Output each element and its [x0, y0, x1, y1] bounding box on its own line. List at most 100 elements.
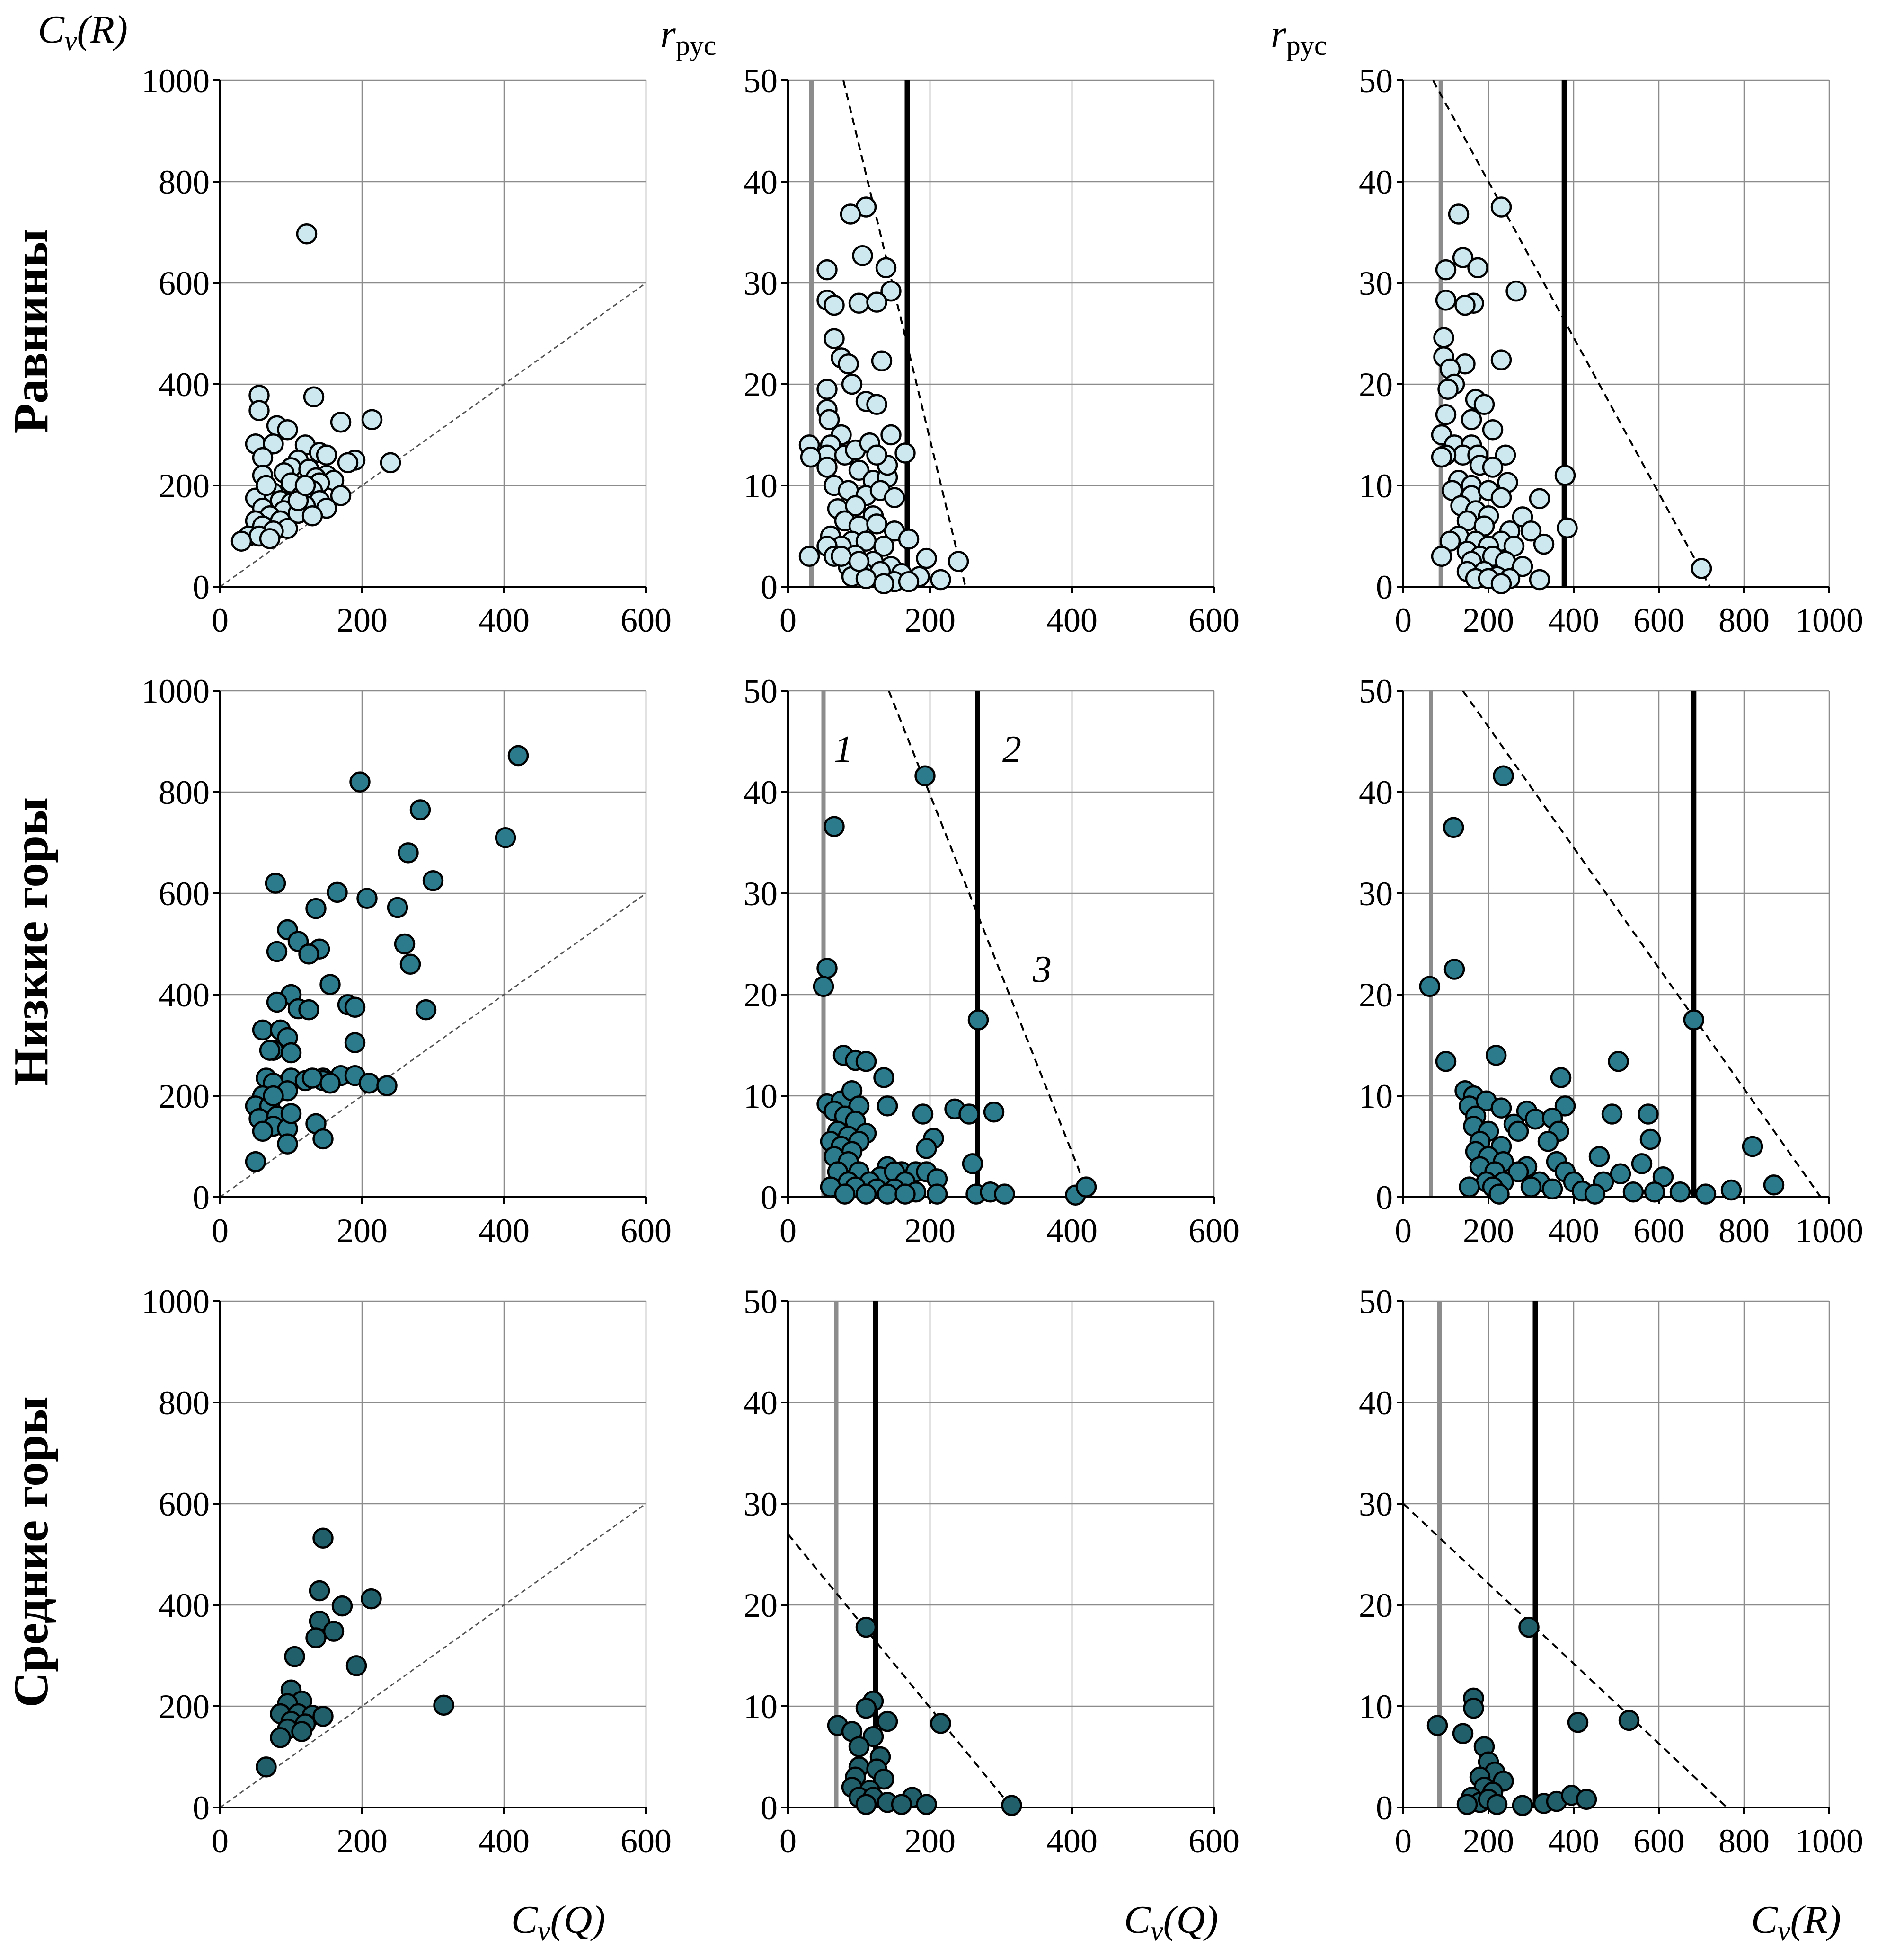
y-tick-label: 200: [159, 1077, 210, 1115]
data-point: [1518, 1616, 1540, 1638]
data-point: [1463, 1698, 1484, 1719]
data-point: [422, 870, 444, 891]
data-point: [1529, 488, 1550, 510]
data-point: [848, 1736, 870, 1757]
data-point: [284, 1646, 305, 1667]
data-point: [1443, 959, 1465, 980]
data-point: [1638, 1103, 1659, 1125]
data-point: [894, 1183, 916, 1205]
panel-r1c2: 0 10 20 30 40 50 0 200 400 600: [744, 62, 1240, 639]
data-point: [280, 1103, 302, 1124]
data-point: [409, 799, 431, 820]
data-point: [1520, 520, 1542, 542]
data-point: [344, 1032, 366, 1053]
data-point: [1495, 444, 1516, 466]
data-point: [298, 943, 319, 965]
data-point: [312, 1527, 334, 1549]
y-tick-label: 40: [1359, 163, 1393, 201]
data-point: [1541, 1178, 1563, 1200]
y-tick-label: 0: [193, 1789, 210, 1827]
x-tick-label: 600: [1188, 1822, 1240, 1860]
y-tick-label: 1000: [142, 62, 210, 100]
data-point: [399, 953, 421, 975]
data-point: [291, 1721, 312, 1742]
data-point: [1554, 465, 1576, 486]
panel-r3c2: 0 10 20 30 40 50 0 200 400 600: [744, 1283, 1240, 1860]
data-point: [1431, 546, 1452, 567]
data-point: [894, 442, 916, 464]
x-tick-label: 0: [1395, 1822, 1412, 1860]
data-point: [898, 571, 920, 592]
data-point: [1683, 1009, 1705, 1031]
data-point: [891, 1794, 912, 1815]
x-tick-label: 600: [620, 601, 672, 639]
y-tick-label: 10: [744, 1077, 778, 1115]
data-point: [245, 1151, 266, 1172]
data-point: [1435, 1050, 1457, 1072]
panel-r2c1: 0 200 400 600 800 1000 0 200 400 600: [142, 672, 672, 1250]
data-point: [1639, 1128, 1661, 1150]
annotation-2: 2: [1002, 729, 1021, 770]
y-tick-label: 10: [1359, 1077, 1393, 1115]
data-point: [296, 223, 318, 245]
data-point: [1742, 1136, 1763, 1157]
x-tick-label: 0: [779, 1822, 797, 1860]
data-point: [852, 245, 873, 266]
y-tick-label: 10: [744, 1688, 778, 1726]
x-tick-label: 0: [779, 1212, 797, 1250]
data-point: [873, 536, 894, 557]
y-tick-label: 50: [744, 1283, 778, 1321]
data-point: [1488, 1183, 1510, 1205]
data-point: [1567, 1711, 1589, 1733]
critical-line: [788, 1533, 1013, 1807]
row-label-2: Низкие горы: [4, 797, 58, 1086]
data-point: [1533, 533, 1555, 555]
y-tick-label: 1000: [142, 672, 210, 710]
data-point: [495, 827, 516, 848]
data-point: [309, 1580, 330, 1602]
y-tick-label: 0: [1376, 1789, 1393, 1827]
data-point: [387, 897, 408, 918]
x-tick-label: 200: [904, 1212, 956, 1250]
data-point: [277, 1133, 298, 1155]
data-point: [294, 475, 316, 496]
data-point: [855, 1794, 877, 1815]
data-point: [948, 551, 969, 572]
data-point: [1433, 327, 1454, 348]
y-tick-label: 50: [1359, 1283, 1393, 1321]
data-point: [345, 1655, 367, 1676]
data-point: [798, 546, 820, 567]
data-point: [1550, 1067, 1572, 1088]
data-point: [855, 568, 877, 590]
data-point: [358, 1073, 380, 1094]
data-point: [256, 475, 277, 496]
y-tick-label: 0: [761, 568, 778, 606]
data-point: [862, 1726, 884, 1747]
data-point: [840, 203, 861, 225]
data-point: [866, 394, 887, 415]
y-tick-label: 0: [1376, 568, 1393, 606]
data-point: [877, 1095, 898, 1117]
x-tick-label: 400: [478, 1212, 530, 1250]
data-point: [1437, 379, 1459, 400]
data-point: [816, 457, 838, 478]
data-point: [1431, 446, 1452, 468]
y-tick-label: 10: [1359, 1688, 1393, 1726]
data-point: [277, 419, 298, 441]
data-point: [816, 379, 838, 400]
y-tick-label: 600: [159, 875, 210, 913]
data-point: [1529, 569, 1550, 591]
x-tick-label: 200: [1463, 1822, 1514, 1860]
data-point: [877, 1710, 898, 1732]
data-point: [880, 280, 902, 302]
data-point: [818, 409, 840, 431]
data-point: [1601, 1103, 1623, 1125]
x-tick-label: 600: [1188, 1212, 1240, 1250]
data-point: [824, 816, 845, 837]
y-tick-label: 0: [193, 1179, 210, 1216]
data-point: [303, 386, 325, 407]
data-point: [967, 1009, 989, 1031]
y-tick-label: 50: [1359, 672, 1393, 710]
data-point: [1763, 1174, 1785, 1196]
y-tick-label: 0: [761, 1789, 778, 1827]
